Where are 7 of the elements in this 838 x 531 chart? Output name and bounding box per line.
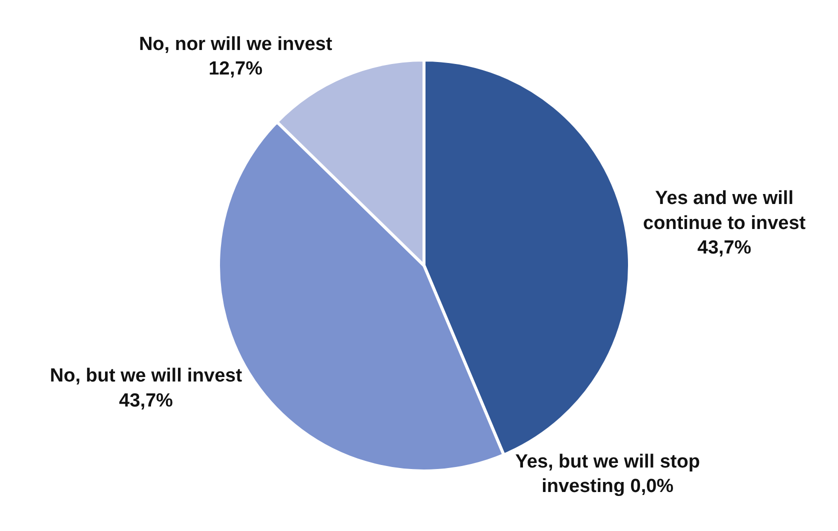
data-label: 43,7% (119, 390, 174, 412)
data-label: 12,7% (208, 58, 263, 80)
slice-label: Yes and we will continue to invest (643, 188, 806, 234)
category-label: Yes, but we will stop investing 0,0% (515, 451, 700, 498)
slice-label: No, but we will invest (50, 366, 243, 387)
slice-label: No, nor will we invest (138, 34, 333, 55)
data-label: 43,7% (697, 238, 752, 259)
